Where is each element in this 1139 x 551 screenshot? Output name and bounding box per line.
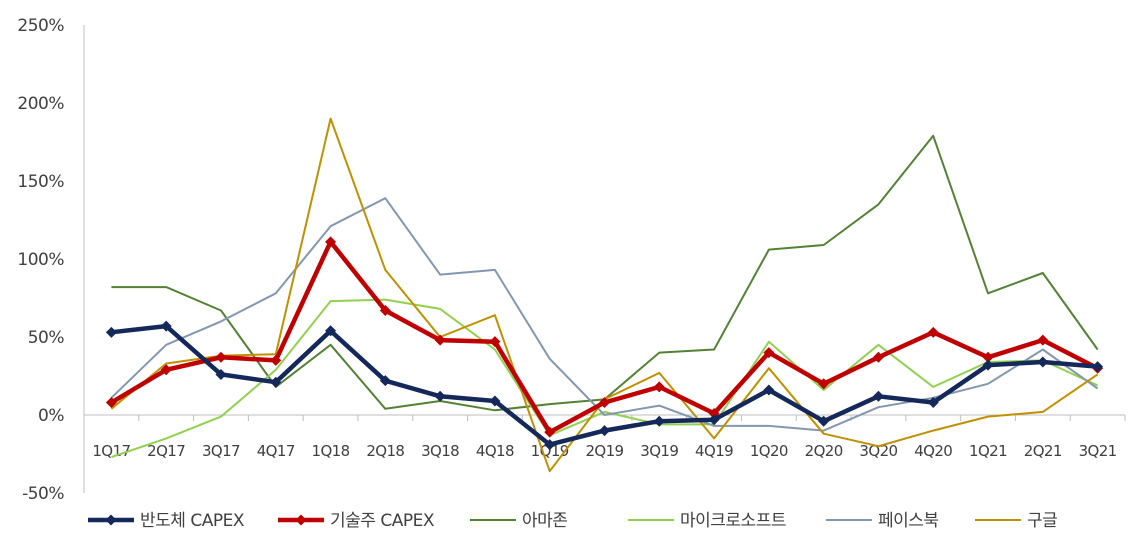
x-tick-label: 2Q20 [805, 442, 843, 460]
data-point-marker [105, 397, 117, 409]
data-point-marker [215, 368, 227, 380]
series-line [111, 134, 1099, 412]
data-point-marker [270, 376, 282, 388]
data-point-marker [927, 326, 939, 338]
x-tick-label: 2Q19 [585, 442, 623, 460]
y-tick-label: 100% [17, 250, 64, 270]
data-point-marker [708, 414, 720, 426]
legend-item: 구글 [975, 511, 1058, 531]
x-tick-label: 2Q17 [147, 442, 185, 460]
legend-marker [295, 514, 307, 526]
data-point-marker [872, 390, 884, 402]
x-tick-label: 3Q17 [202, 442, 240, 460]
legend-marker [105, 514, 117, 526]
x-tick-label: 2Q21 [1024, 442, 1062, 460]
data-point-marker [872, 351, 884, 363]
data-point-marker [379, 375, 391, 387]
x-tick-label: 3Q20 [859, 442, 897, 460]
data-point-marker [1037, 356, 1049, 368]
x-tick-label: 4Q18 [476, 442, 514, 460]
data-point-marker [818, 378, 830, 390]
data-point-marker [1037, 334, 1049, 346]
data-point-marker [653, 415, 665, 427]
x-tick-label: 4Q17 [257, 442, 295, 460]
data-point-marker [270, 354, 282, 366]
data-point-marker [544, 439, 556, 451]
data-point-marker [599, 425, 610, 437]
series-line [111, 298, 1099, 459]
data-point-marker [325, 325, 337, 337]
data-point-marker [818, 415, 830, 427]
data-point-marker [160, 320, 172, 332]
data-point-marker [982, 359, 994, 371]
data-point-marker [544, 426, 556, 438]
data-point-marker [927, 397, 939, 409]
legend-item: 반도체 CAPEX [88, 511, 245, 531]
data-point-marker [489, 395, 501, 407]
x-tick-label: 3Q18 [421, 442, 459, 460]
x-tick-label: 1Q21 [969, 442, 1007, 460]
x-tick-label: 2Q18 [366, 442, 404, 460]
series-line [110, 117, 1099, 473]
legend-item: 아마존 [470, 511, 568, 531]
legend-label: 마이크로소프트 [680, 511, 786, 531]
x-tick-label: 4Q20 [914, 442, 952, 460]
data-point-marker [160, 364, 172, 376]
data-point-marker [105, 326, 117, 338]
axes [83, 25, 1126, 493]
data-point-marker [763, 384, 775, 396]
legend-label: 구글 [1027, 511, 1057, 531]
data-point-marker [434, 390, 446, 402]
data-point-marker [215, 351, 227, 363]
y-tick-label: 150% [17, 172, 64, 192]
series-line [110, 197, 1099, 432]
legend-item: 기술주 CAPEX [278, 511, 435, 531]
series-1 [105, 320, 1104, 451]
series-3 [111, 134, 1099, 412]
y-tick-label: 200% [17, 94, 64, 114]
legend-label: 아마존 [522, 511, 567, 531]
data-point-marker [325, 236, 337, 248]
data-point-marker [379, 304, 391, 316]
x-tick-label: 4Q19 [695, 442, 733, 460]
data-point-marker [599, 397, 610, 409]
data-point-marker [489, 336, 501, 348]
x-tick-label: 3Q21 [1079, 442, 1117, 460]
legend-item: 마이크로소프트 [628, 511, 786, 531]
series-4 [111, 298, 1099, 459]
x-tick-label: 3Q19 [640, 442, 678, 460]
legend-label: 반도체 CAPEX [140, 511, 245, 531]
x-tick-label: 1Q18 [312, 442, 350, 460]
x-tick-label: 1Q20 [750, 442, 788, 460]
y-tick-label: 0% [38, 406, 64, 426]
data-point-marker [763, 347, 775, 359]
y-tick-label: -50% [22, 484, 64, 504]
legend: 반도체 CAPEX 기술주 CAPEX 아마존 마이크로소프트 페이스북 구글 [88, 511, 1058, 531]
series-2 [105, 236, 1104, 438]
series-6 [110, 117, 1099, 473]
y-tick-label: 50% [28, 328, 65, 348]
series-lines [105, 117, 1104, 473]
series-5 [110, 197, 1099, 432]
y-axis-tick-labels: -50% 0% 50% 100% 150% 200% 250% [17, 16, 64, 504]
x-axis-tick-labels: 1Q17 2Q17 3Q17 4Q17 1Q18 2Q18 3Q18 4Q18 1Q19 2Q19… [92, 442, 1117, 460]
legend-label: 기술주 CAPEX [330, 511, 435, 531]
data-point-marker [653, 381, 665, 393]
legend-item: 페이스북 [826, 511, 939, 531]
data-point-marker [1092, 361, 1104, 373]
y-tick-label: 250% [17, 16, 64, 36]
x-tick-label: 1Q17 [92, 442, 130, 460]
data-point-marker [982, 351, 994, 363]
data-point-marker [434, 334, 446, 346]
legend-label: 페이스북 [878, 511, 939, 531]
